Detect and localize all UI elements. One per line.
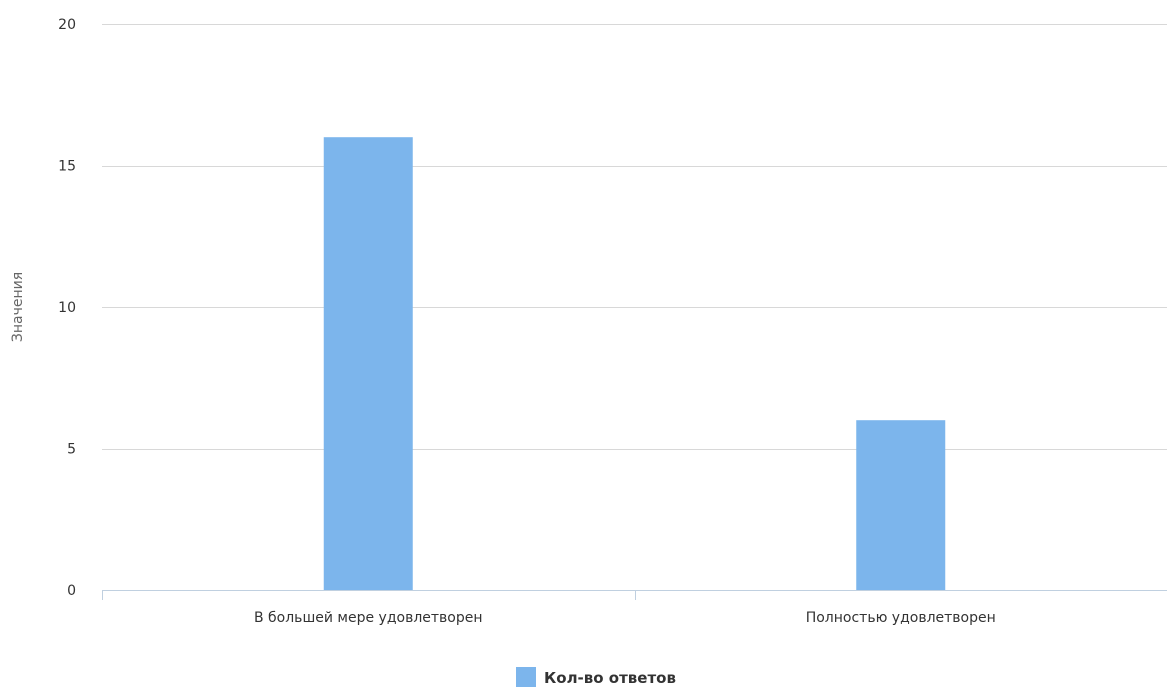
bar[interactable] <box>856 420 946 590</box>
legend[interactable]: Кол-во ответов <box>516 667 676 687</box>
y-tick-label: 15 <box>58 159 76 175</box>
legend-label[interactable]: Кол-во ответов <box>544 669 676 687</box>
y-tick-label: 5 <box>67 442 76 458</box>
y-tick-label: 10 <box>58 300 76 316</box>
y-tick-label: 0 <box>67 583 76 599</box>
bars-layer <box>323 137 946 590</box>
grid-layer <box>102 24 1167 450</box>
legend-swatch[interactable] <box>516 667 536 687</box>
bar[interactable] <box>323 137 413 590</box>
y-axis-title: Значения <box>10 272 26 342</box>
axis-layer: 0 5 10 15 20 В большей мере удовлетворен Полно… <box>58 17 1167 626</box>
x-tick-label: Полностью удовлетворен <box>806 610 996 626</box>
x-tick-label: В большей мере удовлетворен <box>254 610 483 626</box>
y-tick-label: 20 <box>58 17 76 33</box>
